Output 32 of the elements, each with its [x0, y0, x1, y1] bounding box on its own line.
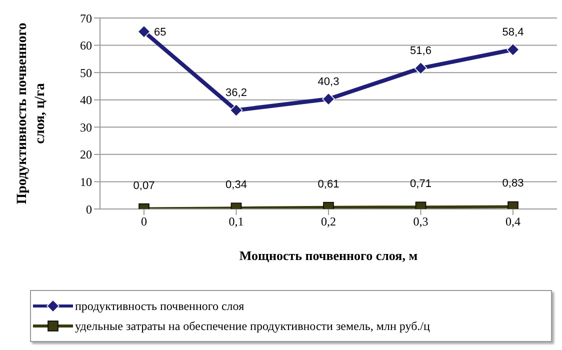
data-label: 0,83 — [502, 178, 524, 190]
y-tick-label: 70 — [80, 11, 92, 26]
y-tick-label: 60 — [80, 38, 92, 53]
x-tick-label: 0 — [141, 214, 147, 229]
point — [322, 92, 335, 106]
x-tick-label: 0,3 — [413, 214, 428, 229]
data-label: 0,34 — [226, 179, 247, 192]
data-label: 0,07 — [133, 180, 155, 192]
data-label: 36,2 — [226, 87, 247, 100]
data-label: 0,71 — [410, 178, 432, 190]
point — [506, 43, 520, 56]
data-label: 40,3 — [318, 76, 340, 88]
x-tick-label: 0,1 — [228, 214, 244, 229]
y-tick-label: 20 — [80, 148, 92, 162]
x-tick-label: 0,4 — [506, 214, 520, 229]
y-tick-label: 30 — [80, 120, 92, 134]
data-label: 0,61 — [318, 178, 340, 190]
legend-label: продуктивность почвенного слоя — [75, 298, 244, 314]
y-tick-label: 40 — [80, 93, 92, 108]
data-label: 51,6 — [410, 45, 432, 58]
point — [230, 104, 243, 117]
y-tick-label: 0 — [86, 202, 92, 216]
point — [414, 62, 428, 75]
data-label: 65 — [154, 26, 166, 39]
x-axis-title: Мощность почвенного слоя, м — [239, 248, 418, 263]
y-tick-label: 10 — [80, 174, 92, 189]
legend-label: удельные затраты на обеспечение продуктивности земель, млн руб./ц — [75, 318, 430, 334]
y-axis-title: Продуктивность почвенного слоя, ц/га — [15, 22, 48, 204]
point — [138, 25, 150, 38]
y-tick-label: 50 — [80, 66, 92, 80]
x-tick-label: 0,2 — [321, 214, 336, 229]
data-label: 58,4 — [502, 26, 524, 39]
